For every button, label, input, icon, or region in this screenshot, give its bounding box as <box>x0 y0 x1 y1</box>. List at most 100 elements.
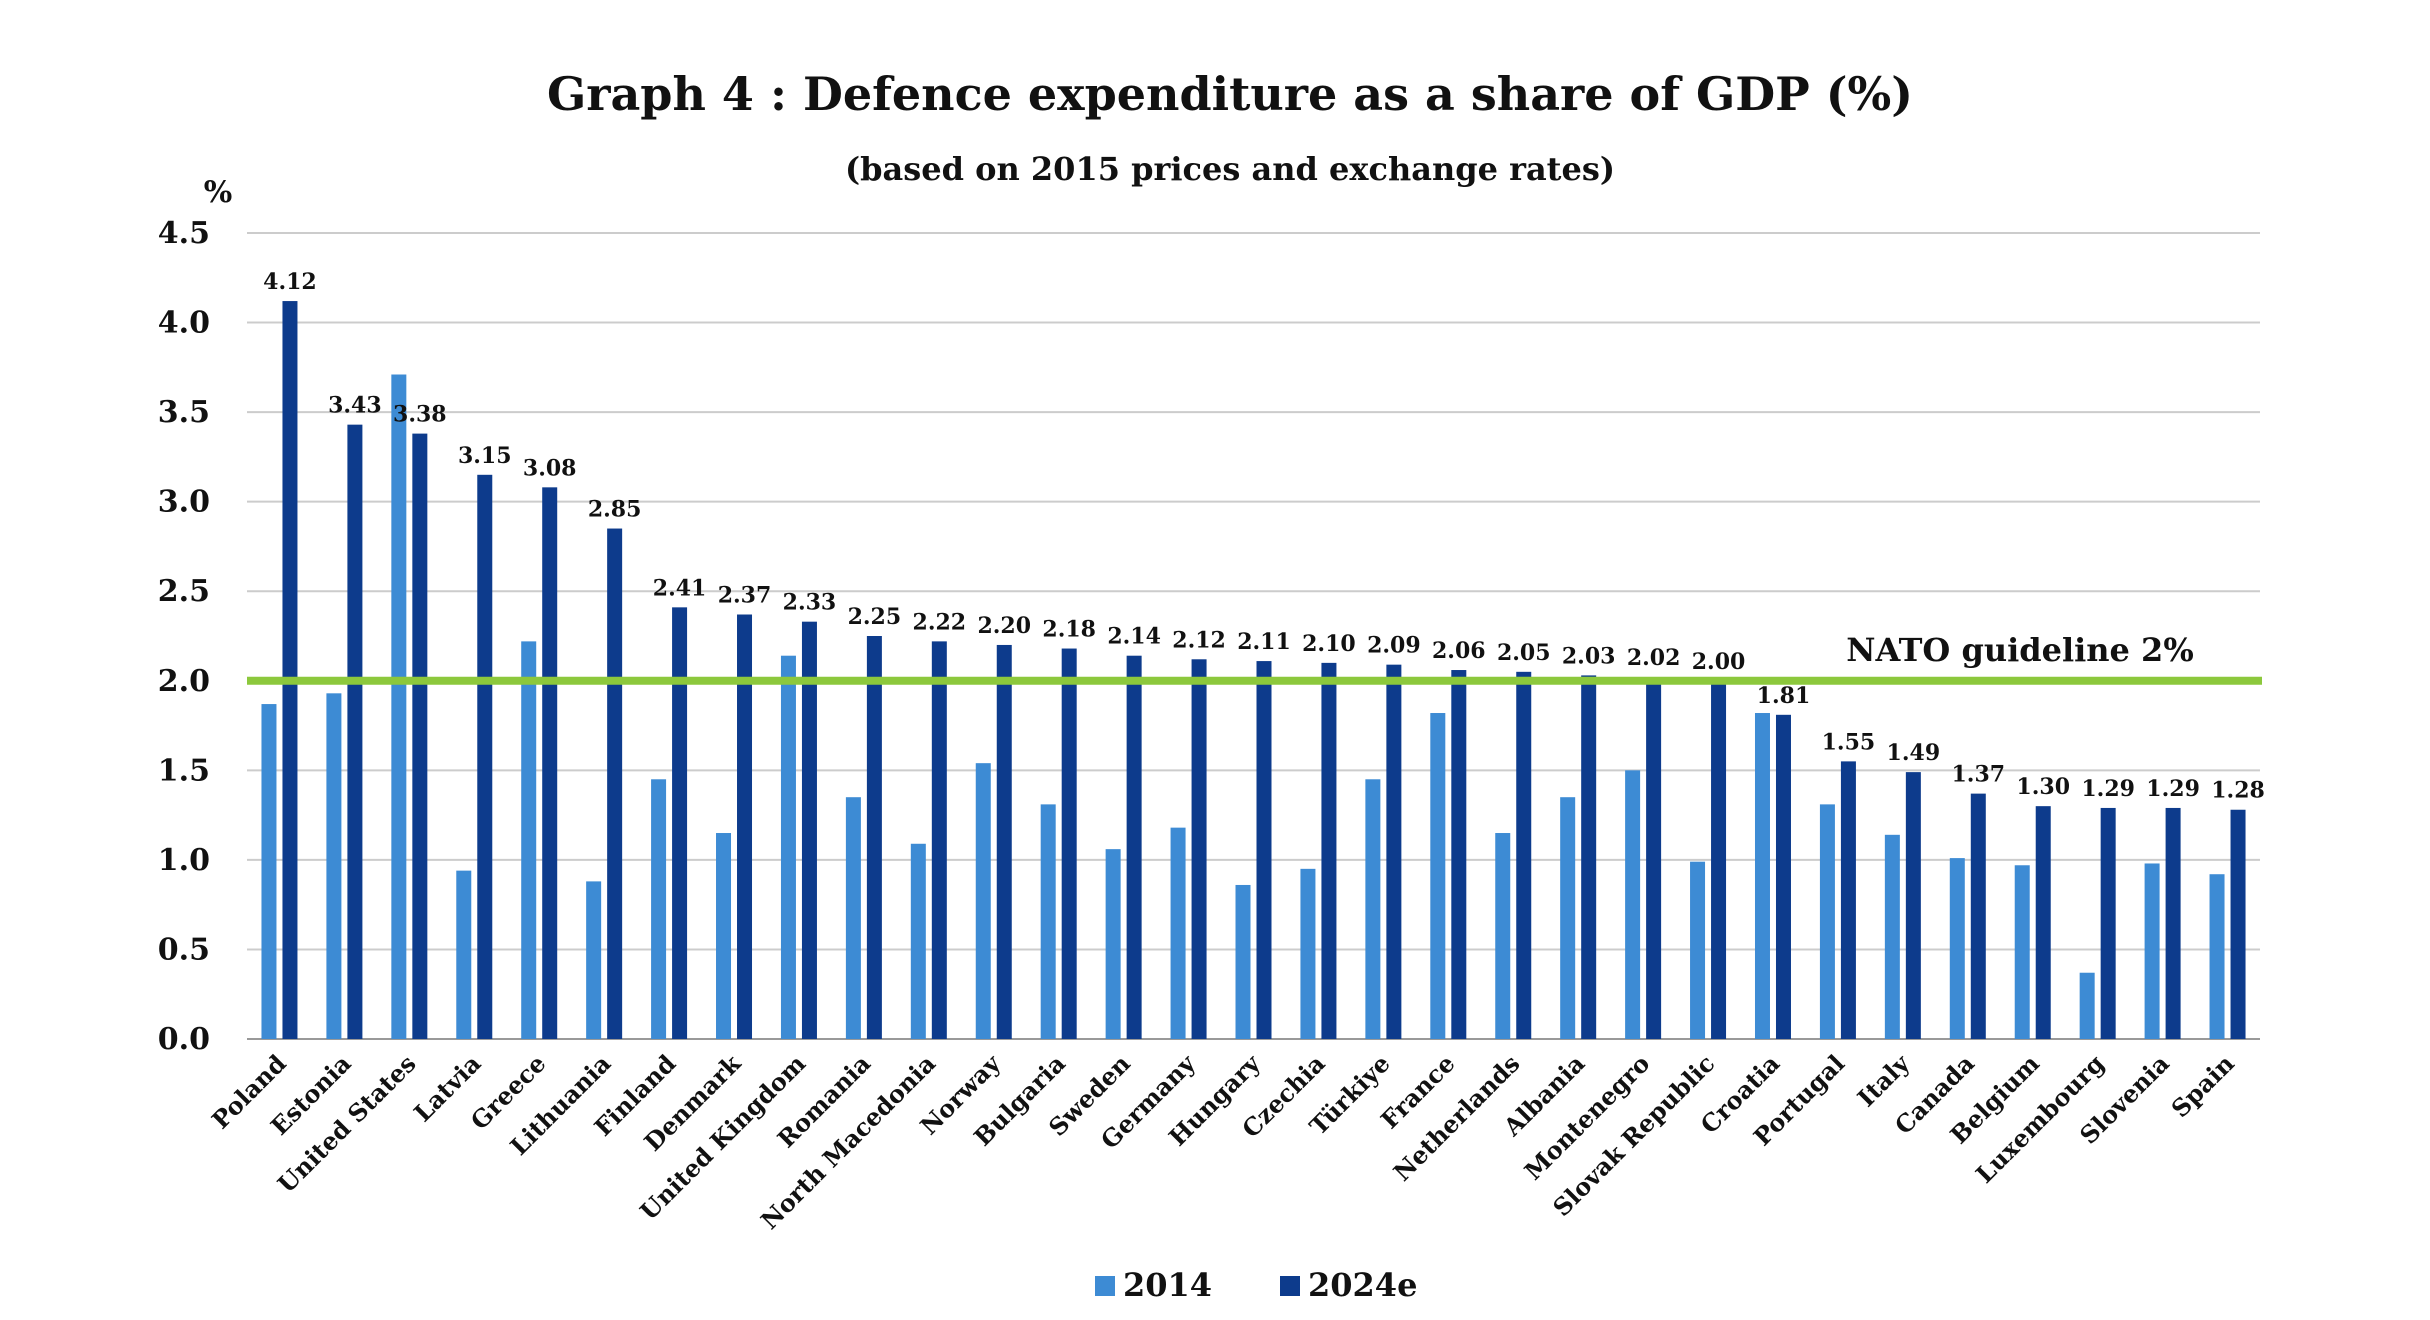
y-tick-label: 0.5 <box>158 932 210 967</box>
bar-2024e <box>1451 670 1467 1039</box>
bar-2024e <box>2100 807 2116 1039</box>
data-label-2024e: 1.55 <box>1822 729 1876 755</box>
bar-2014 <box>780 655 796 1039</box>
bar-2024e <box>1061 648 1077 1039</box>
bar-2014 <box>391 374 407 1039</box>
data-label-2024e: 1.29 <box>2146 776 2200 802</box>
bar-2014 <box>1495 833 1511 1039</box>
data-label-2024e: 1.37 <box>1951 762 2005 788</box>
bar-2024e <box>282 301 298 1039</box>
bar-2014 <box>1040 804 1056 1039</box>
nato-guideline-label: NATO guideline 2% <box>1846 631 2193 669</box>
bar-2014 <box>1105 849 1121 1039</box>
bar-2024e <box>1646 677 1662 1039</box>
data-label-2024e: 2.12 <box>1172 627 1226 653</box>
y-tick-label: 3.5 <box>158 395 210 430</box>
bar-2014 <box>716 833 732 1039</box>
legend-swatch <box>1095 1276 1115 1296</box>
bar-2014 <box>2209 874 2225 1039</box>
data-label-2024e: 3.43 <box>328 393 382 419</box>
y-tick-label: 3.0 <box>158 485 210 520</box>
bar-2014 <box>845 797 861 1039</box>
bar-2024e <box>996 644 1012 1039</box>
y-tick-label: 0.0 <box>158 1022 210 1057</box>
bar-2024e <box>1191 659 1207 1039</box>
bar-2024e <box>1711 680 1727 1039</box>
bar-2014 <box>1170 827 1186 1039</box>
legend: 2014 2024e <box>1095 1266 1417 1304</box>
bar-2024e <box>1775 714 1791 1039</box>
data-label-2024e: 3.38 <box>393 402 447 428</box>
y-tick-label: 2.0 <box>158 664 210 699</box>
bar-2024e <box>1126 655 1142 1039</box>
data-label-2024e: 2.18 <box>1042 617 1096 643</box>
y-axis-unit-label: % <box>204 175 233 210</box>
y-tick-label: 1.5 <box>158 753 210 788</box>
bar-2024e <box>801 621 817 1039</box>
data-label-2024e: 3.15 <box>458 443 512 469</box>
y-tick-label: 2.5 <box>158 574 210 609</box>
y-axis-ticks: 0.0 0.5 1.0 1.5 2.0 2.5 3.0 3.5 4.0 4.5 <box>158 216 210 1057</box>
bar-2024e <box>1840 761 1856 1039</box>
data-label-2024e: 2.20 <box>977 613 1031 639</box>
data-label-2024e: 2.41 <box>653 575 707 601</box>
bar-2014 <box>1560 797 1576 1039</box>
data-label-2024e: 2.37 <box>718 583 772 609</box>
legend-label: 2024e <box>1308 1266 1417 1304</box>
bar-2014 <box>1884 834 1900 1039</box>
bar-2014 <box>1690 861 1706 1039</box>
data-label-2024e: 2.09 <box>1367 633 1421 659</box>
data-label-2024e: 2.25 <box>848 604 902 630</box>
bar-2014 <box>1300 868 1316 1039</box>
data-label-2024e: 2.22 <box>913 609 967 635</box>
bar-2014 <box>1819 804 1835 1039</box>
bar-2014 <box>1235 884 1251 1039</box>
bar-2014 <box>1430 713 1446 1039</box>
bar-2014 <box>975 763 991 1039</box>
bar-2024e <box>412 433 428 1039</box>
data-label-2024e: 1.49 <box>1887 740 1941 766</box>
bar-2014 <box>326 693 342 1039</box>
data-label-2024e: 1.29 <box>2081 776 2135 802</box>
data-label-2024e: 1.81 <box>1757 683 1811 709</box>
chart-subtitle: (based on 2015 prices and exchange rates… <box>845 150 1615 188</box>
data-label-2024e: 2.11 <box>1237 629 1291 655</box>
bar-2014 <box>456 870 472 1039</box>
bar-2014 <box>651 779 667 1039</box>
data-label-2024e: 2.05 <box>1497 640 1551 666</box>
data-label-2024e: 1.30 <box>2016 774 2070 800</box>
bar-2024e <box>1516 671 1532 1039</box>
bar-2014 <box>1754 713 1770 1039</box>
data-label-2024e: 2.00 <box>1692 649 1746 675</box>
bar-2014 <box>261 704 277 1039</box>
bar-2024e <box>1581 675 1597 1039</box>
bar-2014 <box>1625 770 1641 1039</box>
bar-2024e <box>2035 806 2051 1039</box>
data-label-2024e: 3.08 <box>523 455 577 481</box>
data-label-2024e: 2.10 <box>1302 631 1356 657</box>
bar-2014 <box>2014 865 2030 1039</box>
data-label-2024e: 2.03 <box>1562 643 1616 669</box>
bar-2024e <box>2230 809 2246 1039</box>
nato-reference: NATO guideline 2% <box>247 631 2262 685</box>
data-label-2024e: 1.28 <box>2211 778 2265 804</box>
bar-2014 <box>586 881 602 1039</box>
data-label-2024e: 2.85 <box>588 497 642 523</box>
bar-2024e <box>1321 662 1337 1039</box>
bar-2024e <box>672 607 688 1039</box>
bar-2014 <box>521 641 537 1039</box>
y-tick-label: 4.0 <box>158 306 210 341</box>
bar-2024e <box>737 614 753 1039</box>
bar-2014 <box>1949 858 1965 1039</box>
bar-2024e <box>2165 807 2181 1039</box>
bar-2024e <box>1905 772 1921 1039</box>
data-label-2024e: 2.14 <box>1107 624 1161 650</box>
legend-label: 2014 <box>1123 1266 1212 1304</box>
bar-2024e <box>1256 661 1272 1039</box>
y-tick-label: 4.5 <box>158 216 210 251</box>
bar-2024e <box>542 487 558 1039</box>
data-label-2024e: 2.02 <box>1627 645 1681 671</box>
x-tick-label: Spain <box>2165 1049 2239 1123</box>
bar-2014 <box>910 843 926 1039</box>
